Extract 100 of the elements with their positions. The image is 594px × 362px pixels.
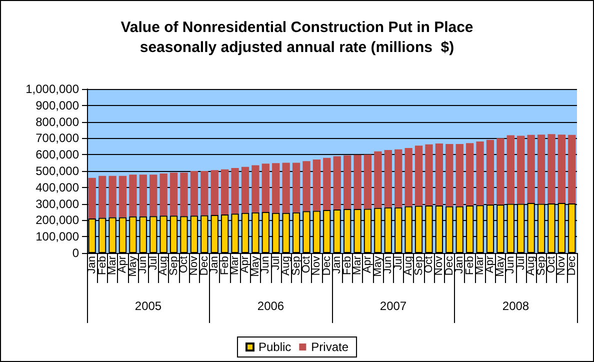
x-tick-label: Feb <box>218 256 231 275</box>
bar <box>241 166 250 213</box>
bar <box>282 162 290 213</box>
y-tick-label: 600,000 <box>36 148 80 162</box>
x-tick-label: Mar <box>474 256 486 275</box>
x-tick-label: Dec <box>566 256 578 276</box>
bar <box>456 144 464 206</box>
x-tick-label: Aug <box>158 256 170 276</box>
bar <box>220 169 229 214</box>
bar <box>302 161 310 212</box>
x-tick-label: Apr <box>362 256 374 274</box>
bar <box>108 176 116 218</box>
bar <box>374 151 382 208</box>
bar <box>170 172 178 216</box>
bar <box>384 150 392 208</box>
x-tick-label: Feb <box>464 256 476 275</box>
x-tick-label: Jun <box>382 256 394 274</box>
bar <box>466 143 474 206</box>
x-tick-label: Dec <box>198 256 210 276</box>
bar <box>292 162 300 212</box>
x-tick-label: May <box>372 256 384 277</box>
y-tick-label: 0 <box>72 246 80 260</box>
x-tick-label: Jan <box>454 256 466 274</box>
y-tick-label: 100,000 <box>36 230 80 244</box>
x-tick-label: Aug <box>402 256 415 276</box>
bar <box>210 170 218 215</box>
bar <box>343 155 352 210</box>
x-tick-label: Dec <box>320 256 333 276</box>
legend-label: Public <box>258 340 292 354</box>
bar <box>425 144 433 206</box>
y-tick-label: 700,000 <box>36 131 80 146</box>
bar <box>527 134 535 203</box>
x-tick-label: May <box>249 256 262 277</box>
bar <box>568 134 576 204</box>
y-tick-label: 500,000 <box>36 164 80 178</box>
bar <box>394 149 402 208</box>
bar <box>446 144 454 206</box>
bar <box>323 158 331 210</box>
x-tick-label: Jun <box>137 256 150 274</box>
chart-title: Value of Nonresidential Construction Put in Place <box>120 19 474 36</box>
x-tick-label: Aug <box>525 256 538 276</box>
y-tick-label: 900,000 <box>36 98 80 112</box>
text: 2006 <box>257 299 284 313</box>
x-tick-label: Jan <box>331 256 344 274</box>
legend-label: Private <box>311 340 349 354</box>
bar <box>333 156 341 210</box>
x-tick-label: Sep <box>290 256 302 276</box>
x-tick-label: Oct <box>300 256 312 274</box>
x-tick-label: Nov <box>188 256 200 276</box>
bar <box>272 163 280 213</box>
bar <box>231 168 239 214</box>
bar <box>118 176 127 218</box>
y-tick-label: 800,000 <box>36 114 80 129</box>
bar <box>252 165 260 212</box>
x-tick-label: Oct <box>422 256 435 274</box>
bar <box>476 141 484 206</box>
x-tick-label: Dec <box>443 256 456 276</box>
x-tick-label: Mar <box>352 256 364 275</box>
x-tick-label: Oct <box>545 256 558 274</box>
x-tick-label: Apr <box>116 256 129 274</box>
bar <box>537 134 546 204</box>
bar <box>150 174 158 216</box>
text: 2007 <box>380 299 407 313</box>
x-tick-label: Jul <box>392 256 404 270</box>
x-tick-label: Nov <box>310 256 323 276</box>
text: 2005 <box>134 299 162 313</box>
x-tick-label: Sep <box>168 256 180 276</box>
bar <box>558 134 566 203</box>
bar <box>200 171 208 216</box>
bar <box>435 143 444 206</box>
x-tick-label: Sep <box>412 256 425 276</box>
x-tick-label: Mar <box>229 256 242 275</box>
y-tick-label: 400,000 <box>36 180 80 194</box>
x-tick-label: Nov <box>556 256 568 276</box>
x-tick-label: Mar <box>106 256 119 275</box>
bar <box>88 178 96 219</box>
bar <box>312 160 321 211</box>
x-tick-label: Apr <box>239 256 252 274</box>
bar <box>506 135 514 204</box>
bar <box>139 174 147 216</box>
x-tick-label: Aug <box>280 256 292 276</box>
x-tick-label: Jul <box>147 256 160 270</box>
x-tick-label: Feb <box>341 256 354 275</box>
x-tick-label: Jan <box>86 256 98 274</box>
bar <box>364 154 372 209</box>
bar <box>354 154 362 210</box>
bar <box>190 171 198 216</box>
x-tick-label: Oct <box>178 256 190 274</box>
x-tick-label: Jun <box>260 256 272 274</box>
bar <box>129 174 137 216</box>
x-tick-label: Apr <box>484 256 496 274</box>
bar <box>496 138 504 205</box>
bar <box>414 146 423 206</box>
text: 2008 <box>502 299 530 313</box>
y-tick-label: 200,000 <box>36 213 80 228</box>
x-tick-label: Jun <box>504 256 517 274</box>
bar <box>180 172 188 216</box>
chart-subtitle: seasonally adjusted annual rate (millions $) <box>140 39 454 56</box>
bar <box>517 136 525 204</box>
x-tick-label: Nov <box>433 256 446 276</box>
